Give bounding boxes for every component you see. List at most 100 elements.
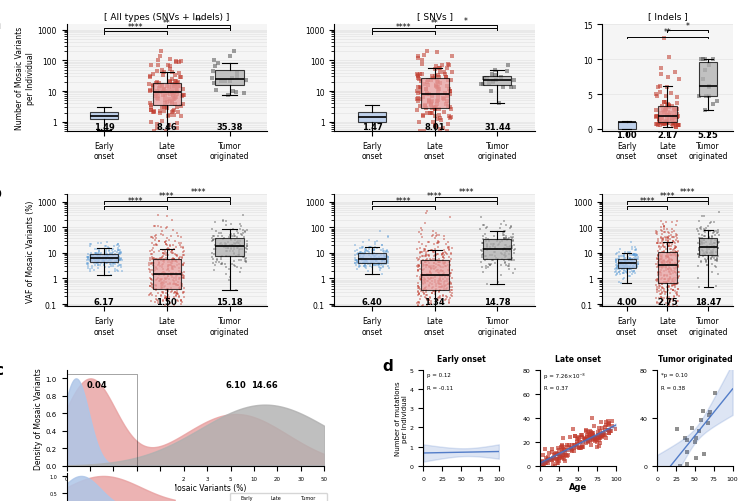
Point xyxy=(154,277,166,285)
Point xyxy=(92,262,104,270)
Point xyxy=(658,228,670,236)
Point xyxy=(665,266,676,274)
Point xyxy=(443,300,455,308)
Point xyxy=(650,114,662,122)
Point xyxy=(667,276,679,284)
Point xyxy=(613,263,625,271)
Point xyxy=(444,104,456,112)
Point xyxy=(669,107,681,115)
Point xyxy=(378,251,390,259)
Point xyxy=(149,256,161,264)
Point xyxy=(90,257,102,265)
Point xyxy=(547,453,559,461)
Point xyxy=(115,249,127,258)
Point xyxy=(157,246,169,255)
Point xyxy=(456,461,468,469)
Point xyxy=(98,260,110,268)
Point xyxy=(417,270,428,278)
Point xyxy=(561,446,573,454)
Point xyxy=(211,256,223,264)
Point xyxy=(627,119,639,127)
Point xyxy=(206,226,218,234)
Point xyxy=(445,114,457,122)
Point xyxy=(662,278,673,286)
Point xyxy=(233,246,245,255)
Point xyxy=(146,280,158,288)
Point xyxy=(219,260,231,268)
Point xyxy=(656,285,668,293)
Point xyxy=(670,291,682,299)
Point xyxy=(624,266,636,274)
Point xyxy=(150,286,162,294)
Point xyxy=(444,271,456,279)
Point xyxy=(377,245,389,254)
Point xyxy=(166,249,178,257)
Point xyxy=(671,248,683,257)
Point xyxy=(696,259,707,267)
Point xyxy=(476,264,488,272)
Point xyxy=(451,443,463,451)
Point xyxy=(617,253,629,261)
Point xyxy=(111,242,123,250)
Point xyxy=(355,250,367,259)
Point xyxy=(652,248,664,256)
Point xyxy=(154,107,166,115)
Point xyxy=(144,282,155,290)
Point xyxy=(580,427,592,435)
Point xyxy=(663,102,675,110)
Point xyxy=(353,255,365,263)
Point xyxy=(653,252,665,260)
Point xyxy=(551,459,563,467)
Point xyxy=(437,271,449,279)
Point xyxy=(171,87,183,95)
Point xyxy=(505,224,517,232)
Point xyxy=(158,258,170,266)
Point xyxy=(170,305,182,313)
Point xyxy=(89,257,101,265)
Text: ****: **** xyxy=(396,197,411,206)
Point xyxy=(673,297,684,305)
PathPatch shape xyxy=(483,240,511,259)
Point xyxy=(481,224,493,232)
Point xyxy=(662,278,674,286)
Point xyxy=(432,250,444,259)
Point xyxy=(672,122,684,130)
Point xyxy=(618,260,630,268)
Point xyxy=(411,300,423,308)
Point xyxy=(164,280,176,288)
Point xyxy=(81,262,93,270)
Point xyxy=(432,79,444,87)
Point xyxy=(150,241,162,249)
Point xyxy=(669,284,681,292)
Point xyxy=(112,252,124,260)
Point xyxy=(711,257,723,265)
Point xyxy=(665,259,676,267)
Text: 1.50: 1.50 xyxy=(156,297,178,306)
Point xyxy=(664,295,676,303)
Point xyxy=(423,270,434,278)
Point xyxy=(707,240,719,248)
Point xyxy=(500,235,512,243)
Point xyxy=(476,254,488,262)
Point xyxy=(412,282,424,290)
Point xyxy=(82,250,94,259)
Point xyxy=(83,253,95,261)
Point xyxy=(178,289,189,297)
Point xyxy=(475,213,487,221)
Point xyxy=(415,248,427,256)
Point xyxy=(500,261,512,269)
Point xyxy=(610,119,622,127)
Point xyxy=(362,247,374,255)
Point xyxy=(164,242,176,250)
Point xyxy=(171,252,183,260)
Point xyxy=(374,256,386,264)
Point xyxy=(438,281,450,289)
Point xyxy=(467,461,479,469)
Text: *: * xyxy=(686,22,690,31)
Point xyxy=(235,220,246,228)
Point xyxy=(625,118,637,126)
Point xyxy=(624,254,636,262)
Point xyxy=(231,264,243,272)
Point xyxy=(628,265,639,273)
Point xyxy=(423,238,434,246)
